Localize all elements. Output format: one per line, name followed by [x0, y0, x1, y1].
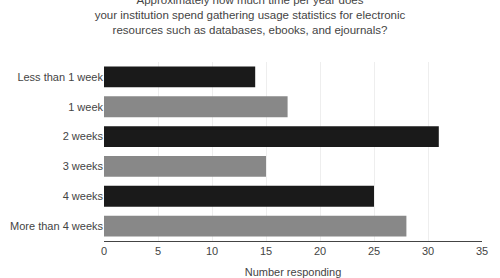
- svg-text:2 weeks: 2 weeks: [63, 130, 104, 142]
- svg-text:20: 20: [314, 245, 326, 257]
- svg-text:10: 10: [206, 245, 218, 257]
- svg-text:0: 0: [101, 245, 107, 257]
- svg-text:15: 15: [260, 245, 272, 257]
- svg-text:4 weeks: 4 weeks: [63, 190, 104, 202]
- svg-text:35: 35: [476, 245, 488, 257]
- svg-text:3 weeks: 3 weeks: [63, 160, 104, 172]
- svg-text:Approximately how much time pe: Approximately how much time per year doe…: [95, 0, 406, 36]
- svg-text:25: 25: [368, 245, 380, 257]
- svg-text:More than 4 weeks: More than 4 weeks: [10, 220, 103, 232]
- svg-text:5: 5: [155, 245, 161, 257]
- svg-text:Less than 1 week: Less than 1 week: [17, 71, 103, 83]
- svg-text:1 week: 1 week: [68, 101, 103, 113]
- svg-text:Number responding: Number responding: [245, 266, 342, 278]
- svg-text:30: 30: [422, 245, 434, 257]
